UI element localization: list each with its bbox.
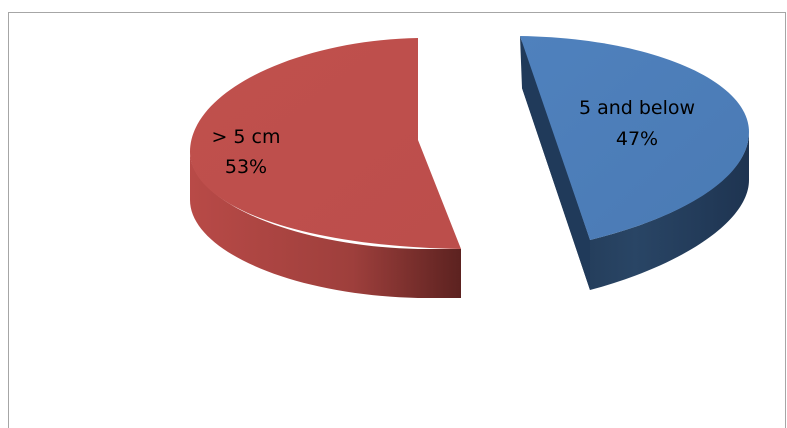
slice-gt-5cm-top <box>190 38 461 249</box>
slice-5-and-below-percent: 47% <box>616 128 658 150</box>
slice-5-and-below-label: 5 and below <box>579 97 695 119</box>
slice-gt-5cm-percent: 53% <box>225 156 267 178</box>
slice-gt-5cm <box>190 38 461 298</box>
slice-gt-5cm-label: > 5 cm <box>211 126 280 148</box>
slice-5-and-below-front-edge <box>520 36 590 290</box>
slice-gt-5cm-side <box>190 152 461 298</box>
slice-5-and-below <box>520 36 749 290</box>
slice-5-and-below-top <box>520 36 749 240</box>
